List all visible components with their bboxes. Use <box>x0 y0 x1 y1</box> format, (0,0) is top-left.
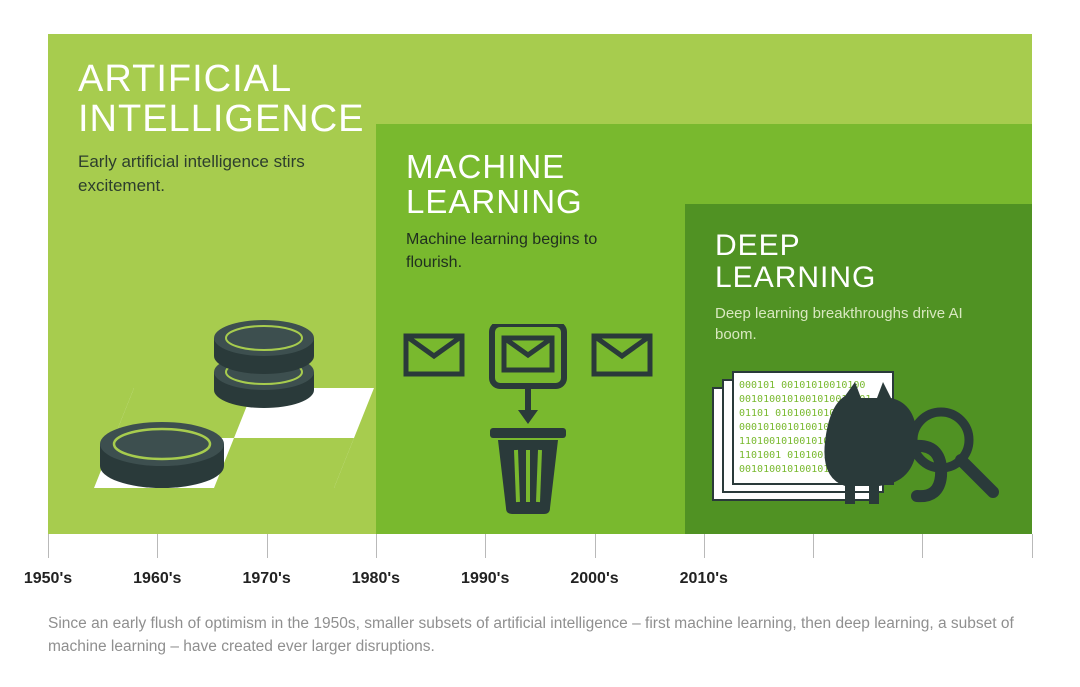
layer-ai-title-line1: ARTIFICIAL <box>78 58 292 100</box>
layer-dl: DEEP LEARNING Deep learning breakthrough… <box>685 204 1032 534</box>
caption-text: Since an early flush of optimism in the … <box>48 612 1032 659</box>
axis-tick <box>157 534 158 558</box>
axis-tick-label: 1970's <box>242 570 290 588</box>
axis-tick <box>48 534 49 558</box>
layer-ml-title-line2: LEARNING <box>406 183 583 220</box>
axis-tick-label: 1990's <box>461 570 509 588</box>
axis-tick-label: 1980's <box>352 570 400 588</box>
timeline-axis: 1950's1960's1970's1980's1990's2000's2010… <box>48 534 1032 572</box>
axis-tick <box>922 534 923 558</box>
nested-layers-chart: ARTIFICIAL INTELLIGENCE Early artificial… <box>48 34 1032 534</box>
axis-tick <box>813 534 814 558</box>
spam-filter-icon <box>388 324 668 514</box>
axis-tick <box>595 534 596 558</box>
layer-ml-subtitle: Machine learning begins to flourish. <box>406 229 646 274</box>
axis-tick <box>376 534 377 558</box>
layer-dl-title-line2: LEARNING <box>715 261 876 294</box>
svg-text:000101 00101010010100: 000101 00101010010100 <box>739 380 865 391</box>
layer-ml-title-line1: MACHINE <box>406 148 565 185</box>
binary-cat-magnifier-icon: 000101 00101010010100 001010010100101001… <box>705 366 1005 516</box>
axis-tick <box>704 534 705 558</box>
axis-tick <box>485 534 486 558</box>
axis-tick <box>1032 534 1033 558</box>
layer-dl-title-line1: DEEP <box>715 229 801 262</box>
svg-text:00101001010010101: 00101001010010101 <box>739 464 841 475</box>
layer-ai-subtitle: Early artificial intelligence stirs exci… <box>78 150 338 198</box>
axis-tick <box>267 534 268 558</box>
checkers-board-icon <box>74 298 374 508</box>
axis-tick-label: 2000's <box>570 570 618 588</box>
layer-dl-title: DEEP LEARNING <box>715 230 1032 293</box>
axis-tick-label: 1960's <box>133 570 181 588</box>
axis-tick-label: 1950's <box>24 570 72 588</box>
axis-tick-label: 2010's <box>680 570 728 588</box>
layer-ai-title-line2: INTELLIGENCE <box>78 98 365 140</box>
layer-dl-subtitle: Deep learning breakthroughs drive AI boo… <box>715 303 975 345</box>
